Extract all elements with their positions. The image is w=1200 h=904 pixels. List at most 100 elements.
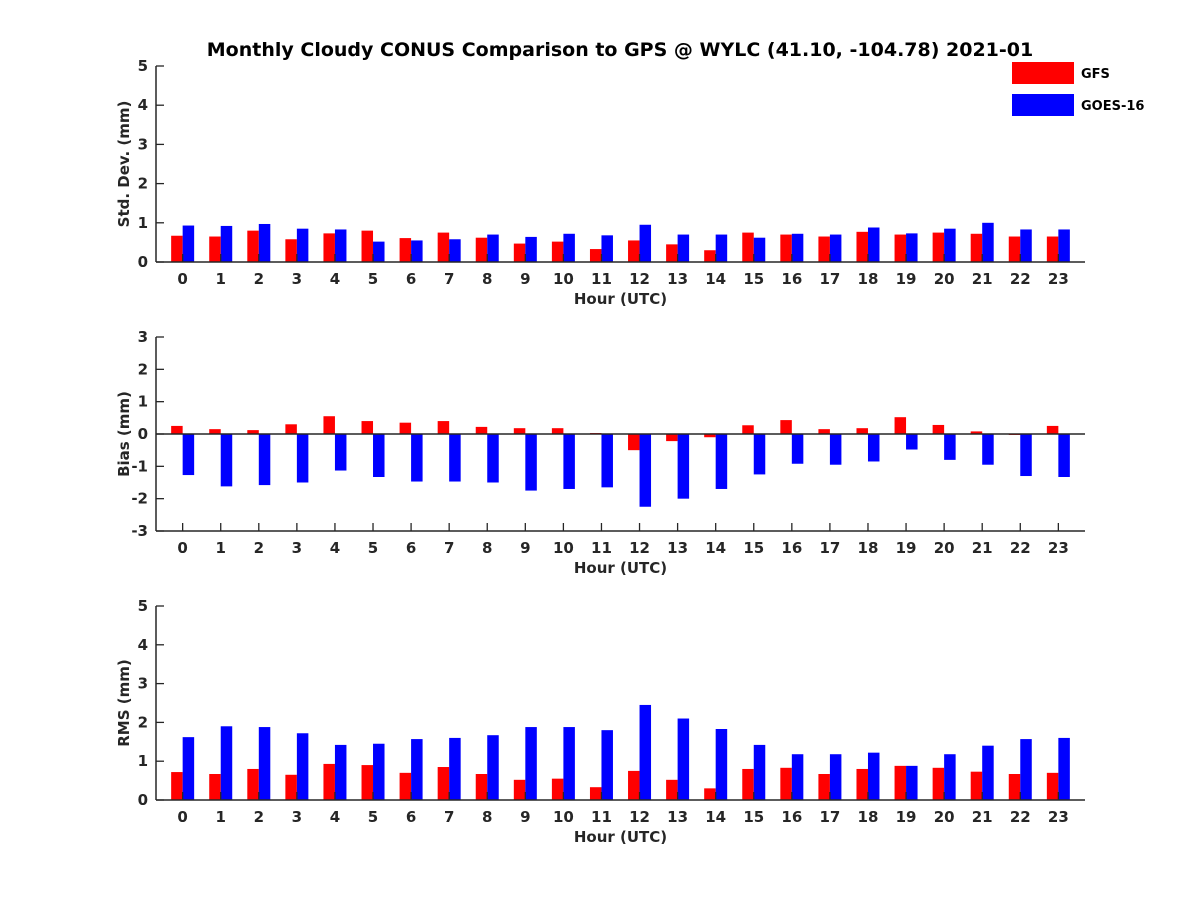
rms-ytick-label: 5	[138, 597, 148, 615]
std-bar-goes16-2	[258, 223, 271, 262]
std-bar-goes16-0	[182, 225, 195, 262]
bias-bar-goes16-3	[296, 434, 309, 483]
bias-bar-goes16-14	[715, 434, 728, 489]
rms-xlabel: Hour (UTC)	[574, 828, 667, 846]
std-xlabel: Hour (UTC)	[574, 290, 667, 308]
std-bar-gfs-6	[399, 238, 412, 262]
std-bar-goes16-3	[296, 228, 309, 262]
rms-bar-goes16-18	[867, 752, 880, 800]
bias-bar-goes16-22	[1020, 434, 1032, 477]
bias-xtick-label: 15	[743, 539, 764, 557]
std-xtick-label: 14	[705, 270, 726, 288]
std-xtick-label: 3	[292, 270, 302, 288]
bias-xtick-label: 8	[482, 539, 492, 557]
std-xtick-label: 13	[667, 270, 688, 288]
std-bar-goes16-5	[373, 241, 385, 262]
bias-xtick-label: 17	[819, 539, 840, 557]
rms-xtick-label: 6	[406, 808, 416, 826]
bias-ytick-label: 1	[138, 393, 148, 411]
bias-xtick-label: 5	[368, 539, 378, 557]
chart-title: Monthly Cloudy CONUS Comparison to GPS @…	[207, 39, 1033, 61]
rms-bar-goes16-9	[525, 727, 537, 800]
std-xtick-label: 4	[330, 270, 340, 288]
bias-xtick-label: 1	[216, 539, 226, 557]
std-bar-goes16-15	[753, 237, 766, 262]
rms-bar-gfs-5	[361, 765, 374, 800]
rms-bar-gfs-10	[551, 778, 564, 800]
std-bar-goes16-8	[487, 234, 499, 262]
bias-ytick-label: 0	[138, 425, 148, 443]
std-bar-goes16-23	[1058, 229, 1070, 262]
rms-bar-goes16-8	[487, 735, 499, 800]
std-bar-goes16-4	[334, 229, 347, 262]
rms-bar-gfs-6	[399, 772, 412, 800]
std-bar-gfs-22	[1008, 236, 1021, 262]
rms-bar-goes16-7	[449, 737, 461, 800]
std-bar-goes16-7	[449, 239, 461, 262]
rms-xtick-label: 2	[254, 808, 264, 826]
bias-bar-goes16-7	[449, 434, 461, 482]
std-xtick-label: 19	[896, 270, 917, 288]
bias-xtick-label: 18	[858, 539, 879, 557]
bias-bar-gfs-2	[247, 430, 259, 434]
std-xtick-label: 12	[629, 270, 650, 288]
rms-xtick-label: 9	[520, 808, 530, 826]
bias-xtick-label: 21	[972, 539, 993, 557]
bias-bar-goes16-10	[563, 434, 575, 489]
std-bar-gfs-8	[475, 237, 488, 262]
rms-bar-goes16-14	[715, 729, 728, 800]
rms-bar-gfs-18	[856, 768, 868, 800]
rms-bar-goes16-5	[373, 743, 385, 800]
std-bar-gfs-9	[513, 243, 526, 262]
bias-xtick-label: 11	[591, 539, 612, 557]
bias-ytick-label: 2	[138, 360, 148, 378]
rms-bar-gfs-19	[894, 765, 907, 800]
rms-bar-goes16-19	[906, 765, 918, 800]
bias-bar-gfs-14	[704, 434, 716, 438]
std-bar-gfs-23	[1046, 236, 1059, 262]
bias-xtick-label: 14	[705, 539, 726, 557]
bias-bar-goes16-21	[982, 434, 994, 465]
rms-ylabel: RMS (mm)	[115, 659, 133, 746]
std-bar-goes16-12	[639, 224, 652, 262]
rms-bar-goes16-23	[1058, 737, 1070, 800]
rms-bar-goes16-13	[677, 718, 690, 800]
std-bar-goes16-22	[1020, 229, 1032, 262]
rms-bar-gfs-12	[628, 770, 640, 800]
rms-bar-gfs-7	[437, 767, 450, 800]
std-bar-gfs-18	[856, 231, 868, 262]
std-bar-goes16-17	[829, 234, 842, 262]
std-xtick-label: 10	[553, 270, 574, 288]
std-xtick-label: 22	[1010, 270, 1031, 288]
legend-swatch-goes16	[1012, 94, 1074, 116]
std-bar-gfs-1	[209, 236, 221, 262]
bias-bar-gfs-10	[551, 428, 564, 434]
rms-xtick-label: 4	[330, 808, 340, 826]
std-bar-gfs-7	[437, 232, 450, 262]
rms-xtick-label: 8	[482, 808, 492, 826]
bias-bar-gfs-6	[399, 422, 412, 434]
bias-bar-goes16-18	[867, 434, 880, 462]
rms-bar-gfs-3	[285, 774, 297, 800]
bias-bar-gfs-19	[894, 417, 907, 434]
rms-bar-goes16-21	[982, 745, 994, 800]
bias-bar-goes16-8	[487, 434, 499, 483]
bias-bar-goes16-12	[639, 434, 652, 507]
bias-bar-gfs-15	[742, 425, 754, 434]
rms-bar-goes16-6	[411, 739, 423, 800]
bias-bar-gfs-13	[666, 434, 678, 442]
legend-label-goes16: GOES-16	[1081, 99, 1144, 114]
rms-ytick-label: 0	[138, 791, 148, 809]
bias-bar-goes16-4	[334, 434, 347, 471]
rms-bar-goes16-16	[791, 754, 804, 800]
std-xtick-label: 16	[781, 270, 802, 288]
bias-ytick-label: -3	[131, 522, 148, 540]
rms-xtick-label: 15	[743, 808, 764, 826]
std-bar-gfs-17	[818, 236, 830, 262]
std-ytick-label: 3	[138, 135, 148, 153]
bias-xtick-label: 23	[1048, 539, 1069, 557]
rms-bar-goes16-4	[334, 744, 347, 800]
rms-bar-gfs-20	[932, 767, 945, 800]
